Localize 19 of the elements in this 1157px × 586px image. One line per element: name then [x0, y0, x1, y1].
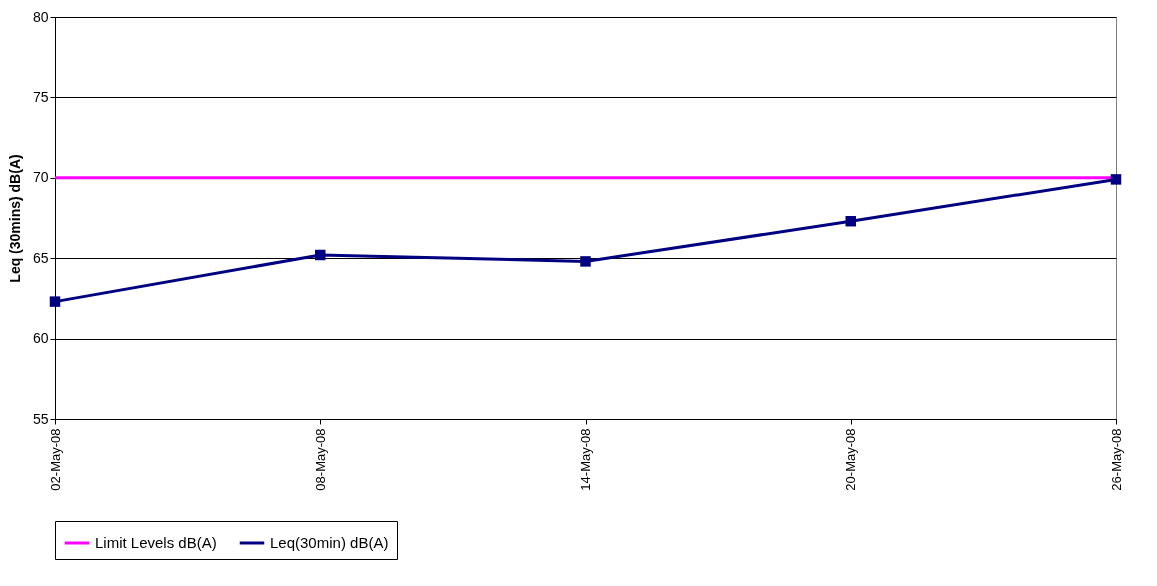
y-axis-title: Leq (30mins) dB(A)	[6, 154, 23, 283]
point	[580, 256, 591, 267]
legend-label: Limit Levels dB(A)	[95, 534, 217, 551]
point	[845, 215, 856, 227]
x-tick-label: 08-May-08	[312, 428, 328, 491]
x-tick-label: 20-May-08	[843, 428, 859, 491]
point	[315, 249, 326, 261]
x-tick-label: 26-May-08	[1108, 428, 1124, 491]
y-tick-label: 65	[32, 249, 49, 266]
x-tick-label: 02-May-08	[47, 428, 63, 491]
y-tick-label: 80	[32, 8, 49, 25]
point	[1110, 174, 1122, 185]
point	[49, 296, 61, 307]
y-tick-label: 60	[32, 330, 49, 347]
y-tick-label: 55	[32, 410, 49, 427]
y-tick-label: 75	[32, 88, 49, 105]
x-tick-label: 14-May-08	[578, 428, 593, 491]
y-tick-label: 70	[32, 169, 49, 186]
legend-label: Leq(30min) dB(A)	[270, 534, 389, 551]
